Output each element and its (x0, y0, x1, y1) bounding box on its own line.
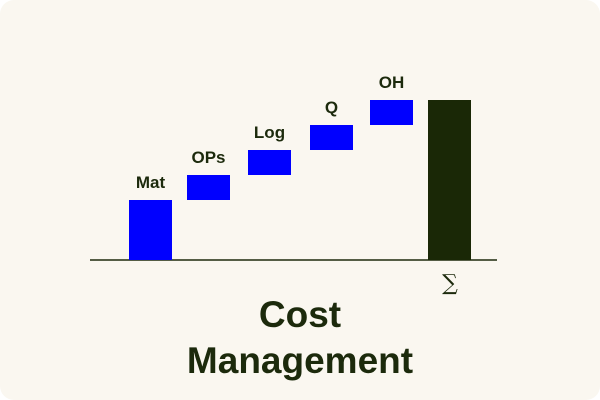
bar (310, 125, 353, 150)
bar (187, 175, 230, 200)
bar-label: Log (254, 123, 285, 142)
bar-label: OPs (191, 148, 225, 167)
bar-label: Mat (136, 173, 166, 192)
bar (248, 150, 291, 175)
total-label: ∑ (442, 271, 458, 296)
bar (129, 200, 172, 260)
bar-label: Q (325, 98, 338, 117)
bar-label: OH (379, 73, 405, 92)
total-bar (428, 100, 471, 260)
bar (370, 100, 413, 125)
chart-title: Cost Management (186, 294, 414, 381)
